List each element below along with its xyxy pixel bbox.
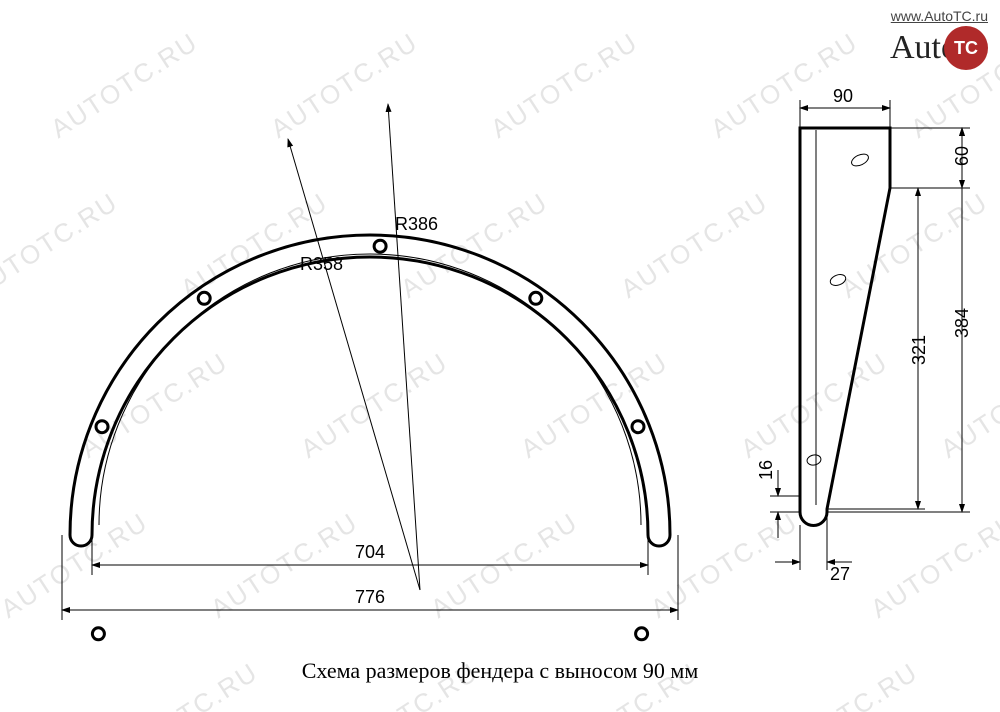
inner-groove [99, 254, 641, 525]
leader-r358 [288, 139, 420, 590]
right-cap [648, 535, 670, 546]
dim-704-text: 704 [355, 542, 385, 562]
mounting-holes [92, 240, 647, 640]
dim-27-text: 27 [830, 564, 850, 584]
caption: Схема размеров фендера с выносом 90 мм [0, 658, 1000, 684]
inner-arc [92, 257, 648, 535]
dim-384-text: 384 [952, 308, 972, 338]
side-outline [800, 128, 890, 526]
label-r386: R386 [395, 214, 438, 234]
left-cap [70, 535, 92, 546]
label-r358: R358 [300, 254, 343, 274]
outer-arc [70, 235, 670, 535]
dim-321-text: 321 [909, 335, 929, 365]
front-view: R386 R358 704 776 [62, 104, 678, 640]
side-view: 90 60 384 321 16 27 [756, 86, 972, 584]
dim-776-text: 776 [355, 587, 385, 607]
technical-drawing: R386 R358 704 776 90 60 384 [0, 0, 1000, 712]
dim-16-text: 16 [756, 460, 776, 480]
leader-r386 [388, 104, 420, 590]
dim-90-text: 90 [833, 86, 853, 106]
